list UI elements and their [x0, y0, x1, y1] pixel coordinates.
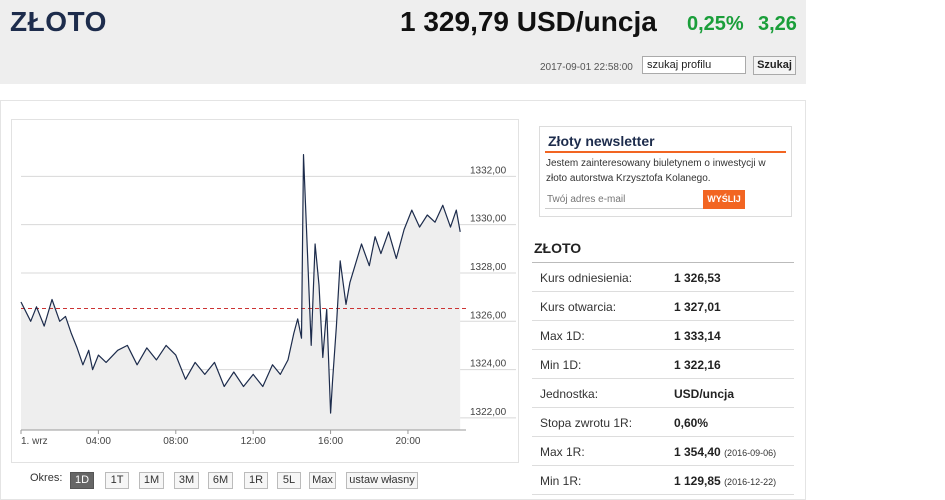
stat-label: Jednostka: [540, 387, 599, 401]
period-button-1t[interactable]: 1T [105, 472, 129, 489]
stat-label: Kurs otwarcia: [540, 300, 617, 314]
stats-title: ZŁOTO [534, 240, 582, 256]
stat-row-max-1r: Max 1R: 1 354,40 (2016-09-06) [532, 437, 794, 466]
x-tick-label: 08:00 [163, 436, 188, 447]
stat-label: Max 1D: [540, 329, 585, 343]
stat-row-unit: Jednostka: USD/uncja [532, 379, 794, 408]
stat-value: 0,60% [674, 416, 709, 430]
y-tick-label: 1328,00 [470, 262, 507, 273]
period-button-6m[interactable]: 6M [208, 472, 233, 489]
newsletter-divider [545, 151, 786, 153]
stat-label: Max 1R: [540, 445, 585, 459]
period-button-3m[interactable]: 3M [174, 472, 199, 489]
stat-label: Stopa zwrotu 1R: [540, 416, 633, 430]
stat-value: 1 354,40 (2016-09-06) [674, 445, 777, 459]
stat-value: 1 327,01 [674, 300, 721, 314]
stat-value: 1 333,14 [674, 329, 721, 343]
change-percent: 0,25% [687, 13, 744, 35]
price-value: 1 329,79 USD/uncja [400, 6, 657, 37]
stat-row-min-1d: Min 1D: 1 322,16 [532, 350, 794, 379]
period-button-5l[interactable]: 5L [277, 472, 301, 489]
period-button-1r[interactable]: 1R [244, 472, 268, 489]
newsletter-submit-button[interactable]: WYŚLIJ [703, 190, 745, 209]
y-tick-label: 1324,00 [470, 359, 507, 370]
x-tick-label: 12:00 [241, 436, 266, 447]
email-field[interactable] [545, 190, 703, 209]
stat-date: (2016-12-22) [724, 477, 777, 487]
chart-panel: 1322,00 1324,00 1326,00 1328,00 1330,00 1332,… [11, 119, 519, 463]
stat-label: Min 1D: [540, 358, 582, 372]
period-button-max[interactable]: Max [309, 472, 336, 489]
timestamp: 2017-09-01 22:58:00 [540, 62, 633, 73]
stat-row-max-1d: Max 1D: 1 333,14 [532, 321, 794, 350]
y-tick-label: 1332,00 [470, 165, 507, 176]
period-button-1m[interactable]: 1M [139, 472, 164, 489]
stat-row-min-1r: Min 1R: 1 129,85 (2016-12-22) [532, 466, 794, 495]
search-input[interactable] [642, 56, 746, 74]
price-line [20, 154, 461, 414]
stat-value: 1 129,85 (2016-12-22) [674, 474, 777, 488]
search-button[interactable]: Szukaj [753, 56, 796, 75]
newsletter-text: Jestem zainteresowany biuletynem o inwes… [546, 158, 766, 184]
change-absolute: 3,26 [758, 13, 797, 35]
y-tick-label: 1326,00 [470, 310, 507, 321]
period-label: Okres: [30, 472, 63, 484]
newsletter-title: Złoty newsletter [548, 133, 655, 149]
y-tick-label: 1322,00 [470, 407, 507, 418]
x-tick-label: 1. wrz [21, 436, 48, 447]
x-tick-label: 04:00 [86, 436, 111, 447]
stat-row-reference: Kurs odniesienia: 1 326,53 [532, 263, 794, 292]
stat-value: 1 322,16 [674, 358, 721, 372]
price-chart: 1322,00 1324,00 1326,00 1328,00 1330,00 1332,… [20, 154, 516, 447]
x-tick-label: 16:00 [318, 436, 343, 447]
stat-label: Min 1R: [540, 474, 582, 488]
period-button-ustaw-własny[interactable]: ustaw własny [346, 472, 418, 489]
stat-value: USD/uncja [674, 387, 735, 401]
stat-row-return-1r: Stopa zwrotu 1R: 0,60% [532, 408, 794, 437]
stat-date: (2016-09-06) [724, 448, 777, 458]
stat-value: 1 326,53 [674, 271, 721, 285]
y-tick-label: 1330,00 [470, 214, 507, 225]
x-tick-label: 20:00 [395, 436, 420, 447]
stats-divider [532, 262, 794, 263]
stat-row-open: Kurs otwarcia: 1 327,01 [532, 292, 794, 321]
area-fill [21, 154, 461, 430]
period-button-1d[interactable]: 1D [70, 472, 94, 489]
newsletter-box [539, 126, 792, 217]
stat-label: Kurs odniesienia: [540, 271, 633, 285]
page-title: ZŁOTO [10, 6, 107, 37]
